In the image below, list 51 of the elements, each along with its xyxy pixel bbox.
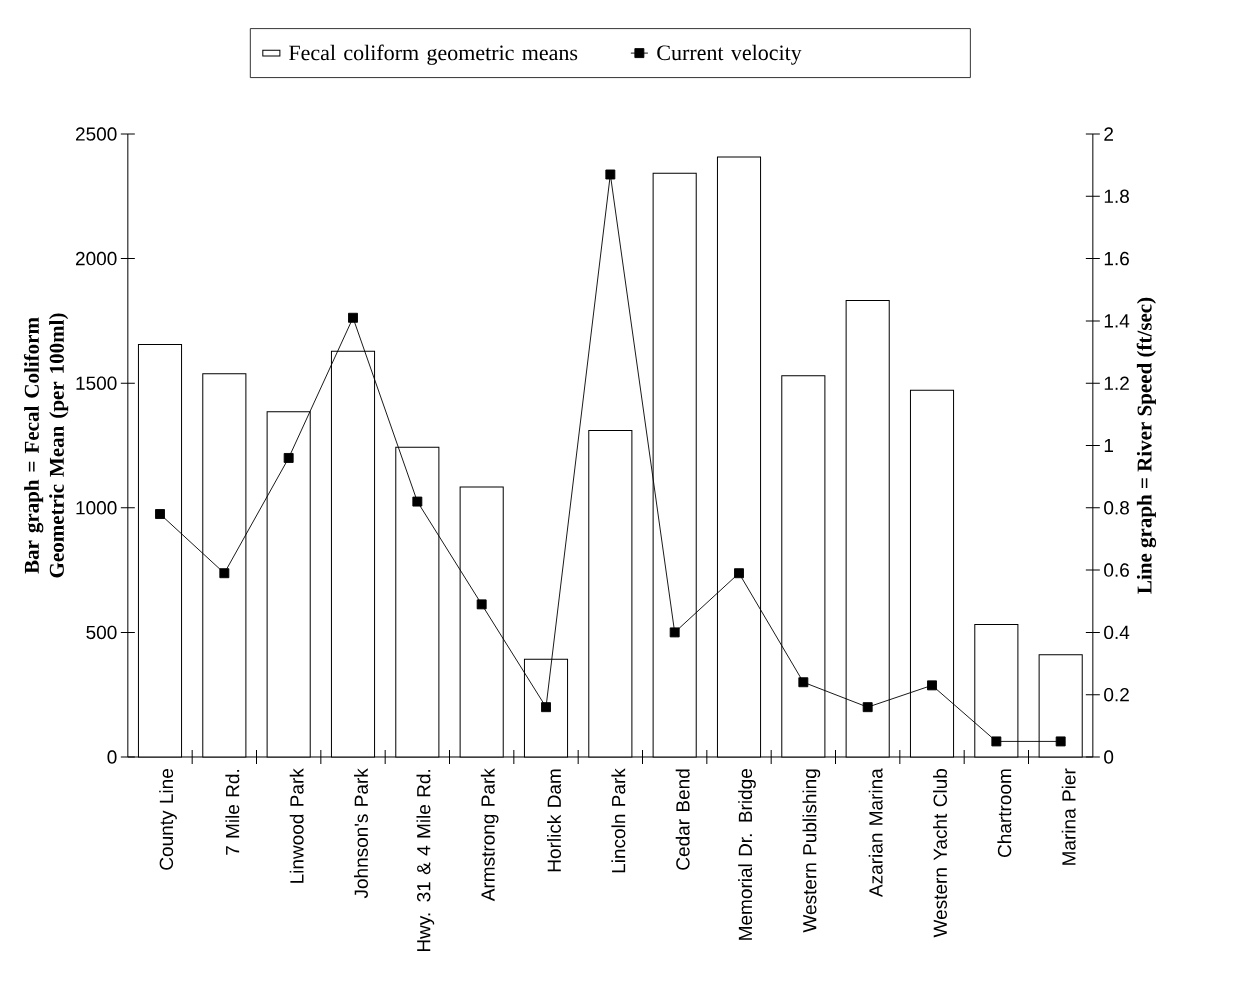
y-tick-label: 0: [107, 750, 117, 764]
y-tick-label: 2500: [75, 127, 117, 141]
y2-tick-label: 0: [1104, 750, 1114, 764]
legend-label: Current velocity: [657, 44, 802, 65]
point: [155, 509, 165, 519]
point: [605, 169, 616, 180]
x-tick-label: Western Yacht Club: [933, 769, 947, 938]
x-tick-label: Hwy. 31 & 4 Mile Rd.: [416, 769, 435, 952]
y-tick-label: 1500: [76, 376, 117, 390]
x-tick-label: Memorial Dr. Bridge: [738, 769, 756, 940]
point: [669, 627, 680, 638]
y-axis-title: Bar graph = Fecal Coliform Geometric Mean (per 100ml): [23, 313, 69, 578]
y2-axis-title: Line graph = River Speed (ft/sec): [1136, 297, 1157, 594]
point: [862, 702, 873, 713]
x-tick-label: 7 Mile Rd.: [225, 769, 240, 855]
y2-tick-label: 0.6: [1104, 563, 1129, 577]
x-tick-label: Linwood Park: [289, 768, 304, 883]
x-tick-label: Armstrong Park: [480, 768, 499, 902]
y2-tick-label: 0.8: [1104, 501, 1129, 515]
point: [734, 568, 744, 579]
point: [476, 599, 487, 610]
y2-tick-label: 1.4: [1104, 314, 1130, 328]
y2-tick-label: 1.8: [1104, 189, 1129, 204]
y2-tick-label: 1.6: [1104, 251, 1129, 266]
y2-tick-label: 1: [1104, 438, 1114, 453]
x-tick-label: Chartroom: [997, 769, 1012, 857]
point: [798, 677, 809, 688]
point: [219, 568, 230, 579]
point: [283, 453, 294, 463]
x-tick-label: Azarian Marina: [868, 768, 883, 897]
point: [348, 312, 358, 323]
point: [991, 736, 1002, 747]
y2-tick-label: 0.2: [1104, 687, 1129, 702]
y2-tick-label: 0.4: [1104, 625, 1130, 640]
x-tick-label: Western Publishing: [802, 769, 821, 933]
point: [1055, 736, 1066, 747]
y-tick-label: 500: [86, 625, 117, 640]
x-tick-label: Marina Pier: [1061, 768, 1076, 865]
point: [927, 680, 937, 691]
x-tick-label: Lincoln Park: [611, 768, 626, 873]
x-tick-label: County Line: [159, 769, 177, 870]
point: [541, 702, 551, 713]
x-tick-label: Horlick Dam: [547, 769, 561, 872]
legend-label: Fecal coliform geometric means: [289, 44, 578, 65]
point: [412, 496, 423, 507]
y-tick-label: 2000: [75, 251, 117, 266]
x-tick-label: Johnson's Park: [354, 768, 368, 899]
x-tick-label: Cedar Bend: [675, 769, 690, 870]
y-tick-label: 1000: [76, 501, 117, 515]
y2-tick-label: 1.2: [1104, 376, 1129, 390]
y2-tick-label: 2: [1104, 127, 1113, 141]
